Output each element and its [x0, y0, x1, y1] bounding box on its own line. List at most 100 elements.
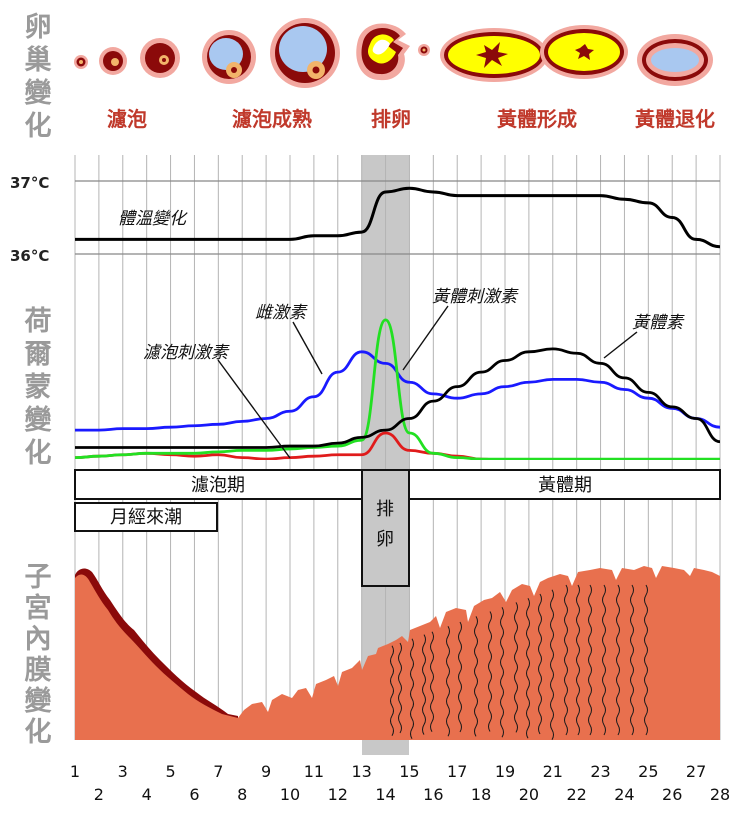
lh-curve — [75, 318, 720, 460]
endometrium-gland — [576, 584, 580, 736]
corpus-luteum-forming — [440, 28, 548, 82]
endometrium-gland — [588, 584, 592, 736]
temp-label-37: 37°C — [10, 174, 49, 192]
follicle-growing — [140, 38, 180, 78]
day-label-19: 19 — [495, 762, 515, 781]
endometrium-illustration — [75, 566, 720, 741]
side-label-endometrium: 子宮內膜變化 — [25, 562, 53, 748]
ovary-illustration — [74, 18, 713, 88]
progesterone-label: 黃體素 — [632, 313, 685, 333]
endometrium-gland — [488, 611, 492, 732]
day-label-21: 21 — [543, 762, 563, 781]
day-label-27: 27 — [686, 762, 706, 781]
day-axis: 1234567891011121314151617181920212223242… — [70, 762, 730, 804]
day-label-11: 11 — [304, 762, 324, 781]
estrogen-pointer — [292, 321, 323, 375]
temperature-curve — [75, 186, 720, 249]
endometrium-gland — [538, 593, 542, 735]
corpus-luteum — [540, 25, 628, 79]
side-label-ovary-text: 卵巢變化 — [25, 12, 53, 142]
fsh-pointer — [217, 359, 291, 459]
ovulation-phase-char-2: 卵 — [376, 529, 394, 550]
luteal-phase-bar: 黃體期 — [408, 469, 721, 500]
day-label-4: 4 — [142, 785, 152, 804]
endometrium-gland — [526, 597, 530, 739]
corpus-albicans — [637, 34, 713, 86]
side-label-ovary: 卵巢變化 — [25, 12, 53, 142]
day-label-24: 24 — [614, 785, 634, 804]
day-label-16: 16 — [423, 785, 443, 804]
day-label-8: 8 — [237, 785, 247, 804]
day-label-28: 28 — [710, 785, 730, 804]
endometrium-gland — [458, 621, 462, 733]
endometrium-gland — [602, 584, 606, 736]
day-label-23: 23 — [590, 762, 610, 781]
day-label-17: 17 — [447, 762, 467, 781]
day-label-22: 22 — [566, 785, 586, 804]
lh-label: 黃體刺激素 — [432, 287, 519, 307]
endometrium-gland — [630, 584, 634, 736]
temperature-curve-label: 體溫變化 — [118, 209, 188, 229]
endometrium-glands — [390, 584, 648, 741]
follicular-phase-bar: 濾泡期 — [74, 469, 363, 500]
estrogen-label: 雌激素 — [255, 303, 308, 323]
endometrium-gland — [474, 616, 478, 737]
endometrium-gland — [514, 602, 518, 733]
day-label-18: 18 — [471, 785, 491, 804]
endometrium-tissue — [75, 566, 720, 740]
day-label-10: 10 — [280, 785, 300, 804]
endometrium-gland — [398, 642, 402, 734]
menstruation-bar: 月經來潮 — [74, 502, 218, 532]
stage-label-follicle: 濾泡 — [107, 107, 147, 131]
endometrium-gland — [446, 625, 450, 737]
endometrium-gland — [644, 584, 648, 736]
progesterone-curve — [75, 347, 720, 449]
day-label-12: 12 — [328, 785, 348, 804]
day-label-15: 15 — [399, 762, 419, 781]
fsh-curve — [75, 431, 720, 460]
follicular-phase-label: 濾泡期 — [191, 475, 245, 496]
curves-group — [75, 186, 720, 460]
day-label-5: 5 — [165, 762, 175, 781]
follicle-antral — [202, 30, 256, 84]
ovulation-phase-box: 排 卵 — [361, 469, 410, 587]
side-label-hormone-text: 荷爾蒙變化 — [24, 306, 53, 469]
day-label-1: 1 — [70, 762, 80, 781]
endometrium-gland — [616, 584, 620, 736]
endometrium-gland — [500, 607, 504, 738]
temp-label-36: 36°C — [10, 247, 49, 265]
ovulation-phase-char-1: 排 — [376, 499, 394, 520]
day-label-7: 7 — [213, 762, 223, 781]
day-label-6: 6 — [189, 785, 199, 804]
endometrium-gland — [564, 584, 568, 736]
day-label-25: 25 — [638, 762, 658, 781]
stage-label-ovulation: 排卵 — [371, 107, 411, 131]
day-label-14: 14 — [375, 785, 395, 804]
endometrium-gland — [550, 589, 554, 741]
stage-label-corpus-luteum-formation: 黃體形成 — [497, 107, 577, 131]
lh-pointer — [402, 305, 449, 371]
side-label-endometrium-text: 子宮內膜變化 — [25, 562, 53, 748]
progesterone-pointer — [603, 331, 638, 359]
luteal-phase-label: 黃體期 — [538, 475, 592, 496]
side-label-hormone: 荷爾蒙變化 — [24, 306, 53, 469]
day-label-20: 20 — [519, 785, 539, 804]
follicle-mature — [270, 18, 340, 88]
endometrium-gland — [410, 638, 414, 740]
day-label-9: 9 — [261, 762, 271, 781]
endometrium-gland — [422, 634, 426, 735]
stage-label-corpus-luteum-regression: 黃體退化 — [635, 107, 715, 131]
day-label-13: 13 — [351, 762, 371, 781]
day-label-26: 26 — [662, 785, 682, 804]
follicle-ruptured — [356, 23, 430, 81]
fsh-label: 濾泡刺激素 — [143, 343, 230, 363]
stage-label-follicle-mature: 濾泡成熟 — [232, 107, 312, 131]
endometrium-gland — [390, 645, 394, 737]
day-label-2: 2 — [94, 785, 104, 804]
endometrium-gland — [430, 631, 434, 733]
follicle-small-2 — [99, 47, 127, 75]
menstruation-label: 月經來潮 — [110, 507, 182, 528]
follicle-small-1 — [74, 55, 88, 69]
day-label-3: 3 — [118, 762, 128, 781]
